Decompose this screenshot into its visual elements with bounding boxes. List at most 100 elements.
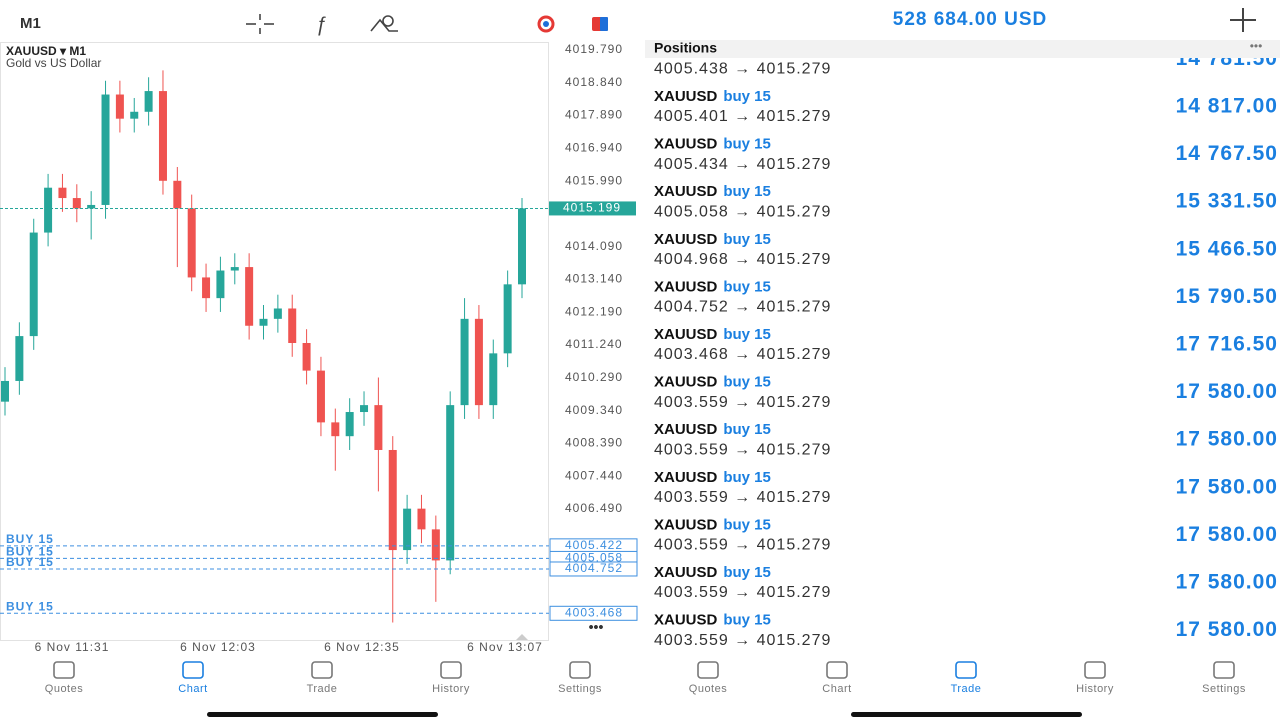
tab-label[interactable]: Settings <box>1202 683 1246 695</box>
tab-label[interactable]: History <box>1076 683 1114 695</box>
candle-body <box>245 267 254 326</box>
symbol-label: XAUUSD ▾ M1 <box>6 44 86 58</box>
candle-body <box>474 318 483 406</box>
position-profit[interactable]: 14 781.50 <box>1176 47 1278 70</box>
chart-menu[interactable]: ••• <box>589 619 604 635</box>
trade-icon[interactable] <box>592 17 608 31</box>
tab-label[interactable]: Chart <box>178 683 207 695</box>
position-prices[interactable]: 4005.058 → 4015.279 <box>654 203 831 220</box>
section-title: Positions <box>654 40 717 56</box>
tab-label[interactable]: Trade <box>307 683 338 695</box>
order-label[interactable]: BUY 15 <box>6 599 54 613</box>
position-profit[interactable]: 17 580.00 <box>1176 380 1278 403</box>
objects-icon[interactable] <box>370 15 398 32</box>
y-tick-label: 4011.240 <box>565 337 622 351</box>
side: buy 15 <box>723 88 771 105</box>
tab-icon <box>53 661 75 679</box>
position-profit[interactable]: 14 817.00 <box>1176 95 1278 118</box>
tab-bars: Quotes Chart Trade History Settings Quotes Cha… <box>45 661 1246 695</box>
position-title[interactable]: XAUUSD buy 15 <box>654 231 771 248</box>
order-label[interactable]: BUY 15 <box>6 545 54 559</box>
position-title[interactable]: XAUUSD buy 15 <box>654 278 771 295</box>
position-prices[interactable]: 4005.401 → 4015.279 <box>654 108 831 125</box>
position-prices[interactable]: 4003.468 → 4015.279 <box>654 346 831 363</box>
tab-icon <box>569 661 591 679</box>
symbol: XAUUSD <box>654 183 718 200</box>
position-profit[interactable]: 17 716.50 <box>1176 333 1278 356</box>
add-button[interactable] <box>1230 8 1256 32</box>
tab-label[interactable]: Quotes <box>45 683 83 695</box>
tab-label[interactable]: Trade <box>951 683 982 695</box>
y-tick-label: 4012.190 <box>565 304 623 318</box>
candle-body <box>489 353 498 406</box>
x-tick-label: 6 Nov 11:31 <box>35 640 110 654</box>
position-profit[interactable]: 15 331.50 <box>1176 190 1278 213</box>
tab-icon <box>311 661 333 679</box>
position-profit[interactable]: 14 767.50 <box>1176 142 1278 165</box>
position-title[interactable]: XAUUSD buy 15 <box>654 374 771 391</box>
position-title[interactable]: XAUUSD buy 15 <box>654 516 771 533</box>
position-prices[interactable]: 4003.559 → 4015.279 <box>654 537 831 554</box>
position-prices[interactable]: 4003.559 → 4015.279 <box>654 584 831 601</box>
position-prices[interactable]: 4003.559 → 4015.279 <box>654 441 831 458</box>
order-price-box <box>549 561 638 577</box>
candle-body <box>360 405 369 413</box>
position-profit[interactable]: 17 580.00 <box>1176 475 1278 498</box>
symbol: XAUUSD <box>654 564 718 581</box>
one-click-icon[interactable] <box>537 15 555 33</box>
position-prices[interactable]: 4003.559 → 4015.279 <box>654 489 831 506</box>
y-tick-label: 4007.440 <box>565 468 623 482</box>
position-profit[interactable]: 17 580.00 <box>1176 428 1278 451</box>
tab-label[interactable]: History <box>432 683 470 695</box>
candle-body <box>431 529 440 561</box>
position-title[interactable]: XAUUSD buy 15 <box>654 88 771 105</box>
tab-icon <box>697 661 719 679</box>
position-prices[interactable]: 4005.438 → 4015.279 <box>654 61 831 78</box>
candle-body <box>302 343 311 371</box>
position-profit[interactable]: 15 790.50 <box>1176 285 1278 308</box>
candle-body <box>230 267 239 271</box>
order-price-box <box>549 605 638 621</box>
position-title[interactable]: XAUUSD buy 15 <box>654 612 771 629</box>
position-prices[interactable]: 4005.434 → 4015.279 <box>654 156 831 173</box>
balance: 528 684.00 USD <box>893 9 1048 30</box>
tab-label[interactable]: Chart <box>822 683 851 695</box>
position-profit[interactable]: 17 580.00 <box>1176 571 1278 594</box>
y-tick-label: 4017.890 <box>565 108 623 122</box>
candle-body <box>259 318 268 326</box>
candle-body <box>101 94 110 205</box>
y-tick-label: 4013.140 <box>565 272 623 286</box>
indicator-icon[interactable]: ƒ <box>315 13 326 35</box>
position-title[interactable]: XAUUSD buy 15 <box>654 183 771 200</box>
position-profit[interactable]: 15 466.50 <box>1176 237 1278 260</box>
position-prices[interactable]: 4003.559 → 4015.279 <box>654 394 831 411</box>
scroll-arrow[interactable] <box>516 634 528 640</box>
candle-body <box>446 405 455 561</box>
position-profit[interactable]: 17 580.00 <box>1176 618 1278 641</box>
y-tick-label: 4015.990 <box>565 173 623 187</box>
tab-label[interactable]: Settings <box>558 683 602 695</box>
x-tick-label: 6 Nov 13:07 <box>467 640 543 654</box>
order-label[interactable]: BUY 15 <box>6 532 54 546</box>
crosshair-icon[interactable] <box>246 14 274 34</box>
y-tick-label: 4010.290 <box>565 370 623 384</box>
position-profit[interactable]: 17 580.00 <box>1176 523 1278 546</box>
side: buy 15 <box>723 231 771 248</box>
order-label[interactable]: BUY 15 <box>6 555 54 569</box>
tab-label[interactable]: Quotes <box>689 683 727 695</box>
timeframe[interactable]: M1 <box>20 15 41 32</box>
order-price-label: 4004.752 <box>565 561 623 575</box>
y-tick-label: 4016.940 <box>565 141 623 155</box>
symbol: XAUUSD <box>654 326 718 343</box>
position-title[interactable]: XAUUSD buy 15 <box>654 564 771 581</box>
position-title[interactable]: XAUUSD buy 15 <box>654 421 771 438</box>
position-title[interactable]: XAUUSD buy 15 <box>654 469 771 486</box>
position-prices[interactable]: 4003.559 → 4015.279 <box>654 632 831 649</box>
position-title[interactable]: XAUUSD buy 15 <box>654 136 771 153</box>
position-title[interactable]: XAUUSD buy 15 <box>654 326 771 343</box>
symbol: XAUUSD <box>654 88 718 105</box>
section-menu[interactable]: ••• <box>1250 39 1263 53</box>
candle-body <box>87 204 96 209</box>
position-prices[interactable]: 4004.968 → 4015.279 <box>654 251 831 268</box>
position-prices[interactable]: 4004.752 → 4015.279 <box>654 299 831 316</box>
